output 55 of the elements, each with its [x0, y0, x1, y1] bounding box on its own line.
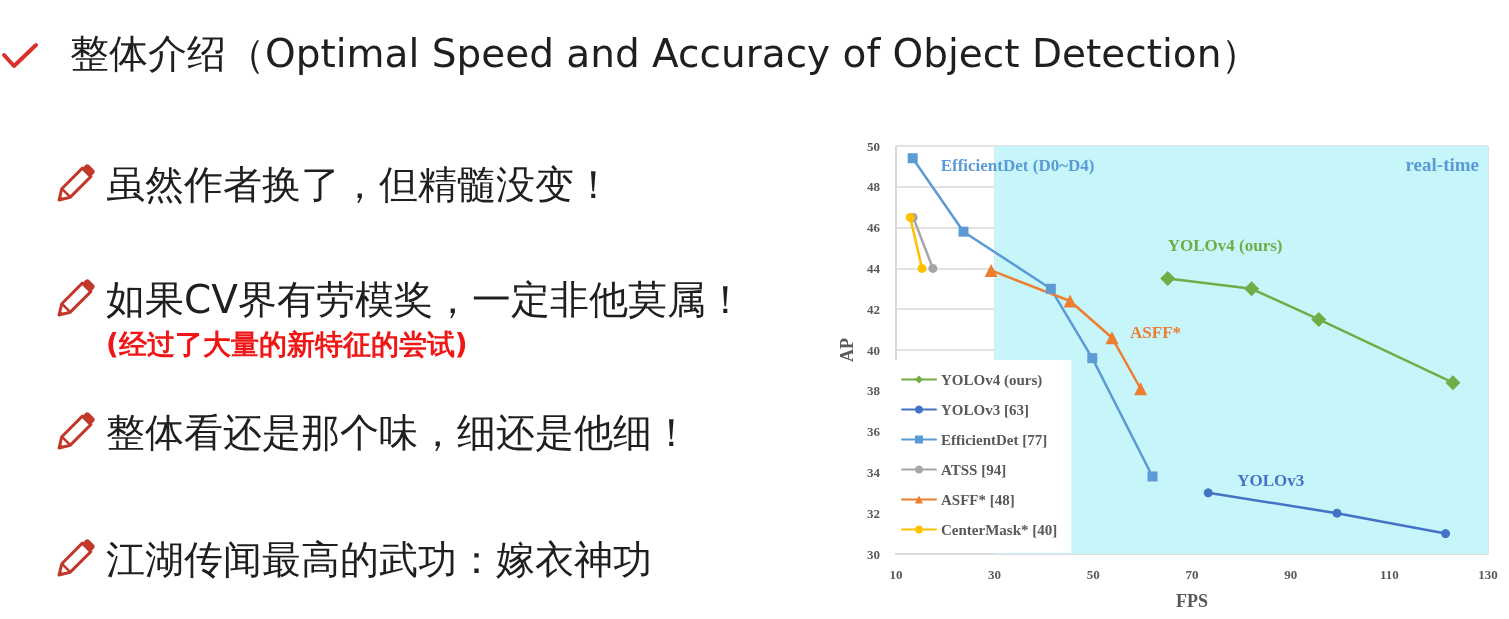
point: [1045, 283, 1056, 294]
x-tick-label: 130: [1478, 567, 1498, 582]
point: [1063, 294, 1077, 308]
x-tick-label: 90: [1284, 567, 1298, 582]
point: [1134, 382, 1148, 396]
point: [1445, 375, 1461, 391]
point: [1203, 488, 1213, 498]
y-tick-label: 32: [866, 505, 880, 521]
y-tick-label: 46: [866, 220, 881, 236]
y-tick-label: 38: [866, 383, 881, 399]
legend-label: CenterMask* [40]: [941, 521, 1058, 538]
x-tick-label: 30: [988, 567, 1002, 582]
y-tick-label: 34: [866, 464, 881, 480]
annotation: EfficientDet (D0~D4): [940, 155, 1095, 175]
text: 江湖传闻最高的武功：嫁衣神功: [106, 536, 652, 584]
chart-title: 整体介绍（Optimal Speed and Accuracy of Object Detection）: [70, 30, 1261, 78]
x-tick-label: 70: [1185, 567, 1199, 582]
point: [1160, 271, 1176, 287]
point: [1311, 311, 1327, 327]
text: 虽然作者换了，但精髓没变！: [106, 161, 613, 209]
annotation: YOLOv4 (ours): [1167, 236, 1283, 256]
annotation: YOLOv3: [1237, 471, 1305, 491]
text: (经过了大量的新特征的尝试): [106, 328, 468, 362]
annotation: ASFF*: [1130, 323, 1182, 343]
point: [907, 153, 918, 164]
legend-label: ASFF* [48]: [941, 491, 1015, 508]
legend-label: EfficientDet [77]: [941, 431, 1048, 448]
band-label: real-time: [1405, 154, 1479, 175]
text: 整体看还是那个味，细还是他细！: [106, 409, 691, 457]
point: [1147, 471, 1158, 482]
point: [1244, 281, 1260, 297]
legend-label: ATSS [94]: [941, 461, 1007, 478]
x-tick-label: 110: [1379, 567, 1399, 582]
y-tick-label: 50: [866, 138, 880, 154]
y-tick-label: 36: [866, 424, 881, 440]
point: [1087, 353, 1098, 364]
x-axis-title: FPS: [1175, 591, 1208, 611]
point: [984, 263, 998, 277]
y-axis-title: AP: [837, 338, 857, 362]
y-tick-label: 48: [866, 179, 881, 195]
legend-label: YOLOv4 (ours): [941, 371, 1043, 389]
y-tick-label: 44: [866, 260, 881, 276]
point: [1441, 529, 1451, 539]
point: [1105, 331, 1119, 345]
y-tick-label: 42: [866, 301, 880, 317]
point: [917, 263, 927, 273]
y-tick-label: 40: [866, 342, 880, 358]
y-tick-label: 30: [866, 546, 880, 562]
point: [928, 263, 938, 273]
x-tick-label: 50: [1086, 567, 1100, 582]
legend-label: YOLOv3 [63]: [941, 401, 1029, 418]
text: 如果CV界有劳模奖，一定非他莫属！: [106, 276, 745, 324]
x-tick-label: 10: [889, 567, 903, 582]
point: [958, 226, 969, 237]
point: [1332, 508, 1342, 518]
